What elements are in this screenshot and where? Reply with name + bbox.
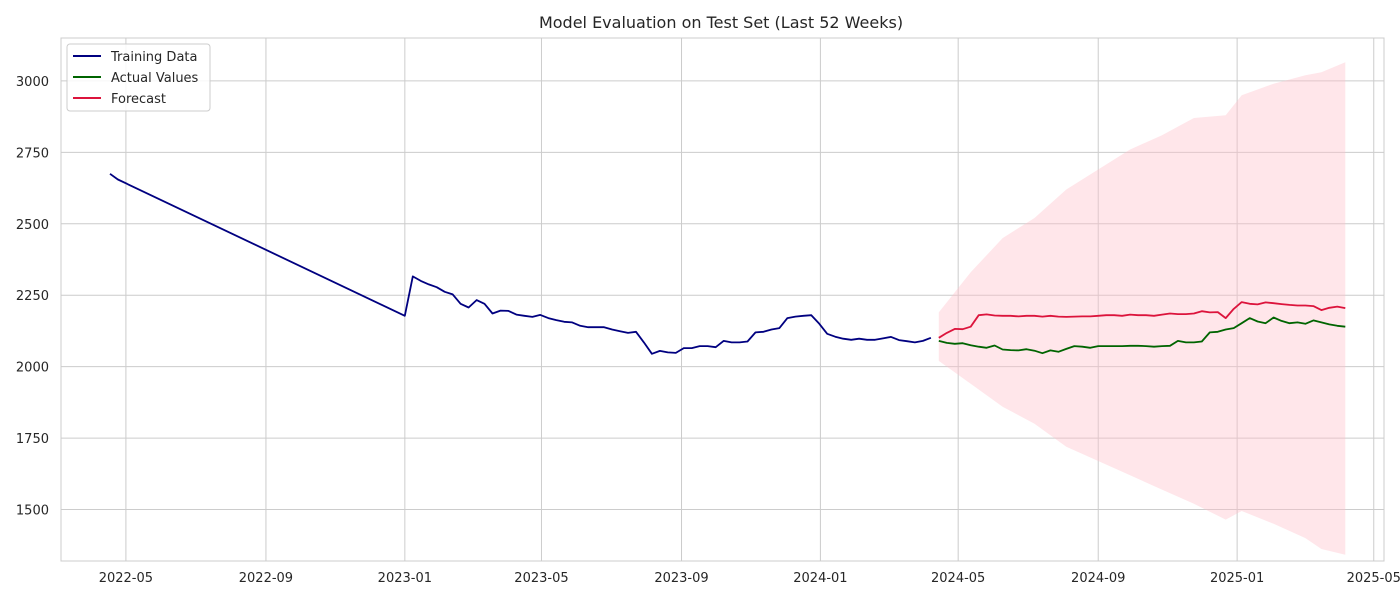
forecast-interval [938,62,1346,555]
x-tick-label: 2024-09 [1071,571,1125,586]
x-tick-label: 2022-05 [99,571,153,586]
legend-box [66,43,211,112]
grid-lines [61,38,1384,561]
legend: Training Data Actual Values Forecast [66,43,211,112]
legend-label-training-data: Training Data [110,50,197,65]
x-tick-label: 2023-05 [514,571,568,586]
y-tick-label: 2000 [16,361,49,376]
y-tick-label: 3000 [16,75,49,90]
plot-area [60,37,1385,562]
x-tick-label: 2023-09 [654,571,708,586]
y-tick-label: 1500 [16,504,49,519]
legend-label-actual-values: Actual Values [111,71,199,86]
y-axis-ticks: 1500 1750 2000 2250 2500 2750 3000 [16,75,49,519]
y-tick-label: 1750 [16,432,49,447]
series-line-training-data [109,173,932,355]
x-tick-label: 2024-05 [931,571,985,586]
forecast-interval-band [938,62,1346,555]
y-tick-label: 2250 [16,289,49,304]
x-tick-label: 2023-01 [378,571,432,586]
x-tick-label: 2025-05 [1347,571,1400,586]
chart-title: Model Evaluation on Test Set (Last 52 We… [539,13,903,32]
x-tick-label: 2025-01 [1210,571,1264,586]
series-line-actual-values [938,316,1346,355]
x-tick-label: 2024-01 [793,571,847,586]
series-line-forecast [938,301,1346,339]
x-tick-label: 2022-09 [239,571,293,586]
series-lines [109,173,1346,355]
legend-label-forecast: Forecast [111,92,166,107]
y-tick-label: 2750 [16,146,49,161]
y-tick-label: 2500 [16,218,49,233]
x-axis-ticks: 2022-05 2022-09 2023-01 2023-05 2023-09 2024-… [99,571,1400,586]
